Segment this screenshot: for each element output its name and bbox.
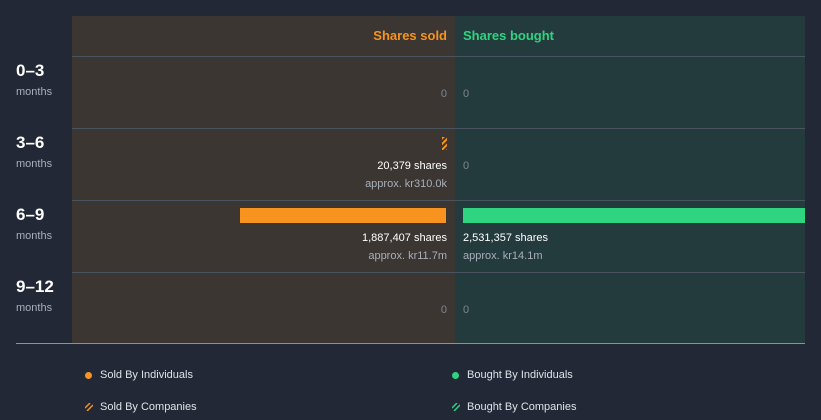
legend-label: Bought By Companies [467,401,577,413]
sold-approx-value: approx. kr310.0k [365,178,447,190]
shares-sold-panel [72,16,455,343]
legend-label: Sold By Companies [100,401,197,413]
row-separator [72,272,805,273]
bought-approx-value: approx. kr14.1m [463,250,543,262]
row-period-unit: months [16,86,53,98]
row-separator [72,128,805,129]
row-separator [72,56,805,57]
row-period-unit: months [16,158,53,170]
sold-value: 0 [440,88,447,100]
sold-by-companies-bar[interactable] [442,137,447,150]
legend-sold-by-companies[interactable]: Sold By Companies [85,401,197,413]
row-period-label: 0–3 [16,61,45,80]
legend-bought-by-companies[interactable]: Bought By Companies [452,401,576,413]
orange-hatch-icon [85,403,93,411]
baseline [16,343,805,344]
bought-value: 0 [463,304,470,316]
bought-value: 0 [463,160,470,172]
row-period-label: 6–9 [16,205,45,224]
row-period-label: 3–6 [16,133,45,152]
bought-value: 0 [463,88,470,100]
sold-by-individuals-bar[interactable] [240,208,446,223]
row-period-unit: months [16,302,53,314]
shares-sold-header: Shares sold [373,28,447,43]
orange-dot-icon [85,371,92,379]
shares-bought-panel [455,16,805,343]
bought-shares-value: 2,531,357 shares [463,232,549,244]
sold-shares-value: 20,379 shares [377,160,447,172]
legend-label: Sold By Individuals [100,369,193,381]
legend-label: Bought By Individuals [467,369,573,381]
legend-bought-by-individuals[interactable]: Bought By Individuals [452,369,573,381]
shares-bought-header: Shares bought [463,28,555,43]
row-period-unit: months [16,230,53,242]
row-period-label: 9–12 [16,277,54,296]
sold-shares-value: 1,887,407 shares [361,232,447,244]
sold-approx-value: approx. kr11.7m [368,250,447,262]
row-separator [72,200,805,201]
sold-value: 0 [440,304,447,316]
green-dot-icon [452,371,459,379]
legend-sold-by-individuals[interactable]: Sold By Individuals [85,369,193,381]
bought-by-individuals-bar[interactable] [463,208,805,223]
green-hatch-icon [452,403,460,411]
